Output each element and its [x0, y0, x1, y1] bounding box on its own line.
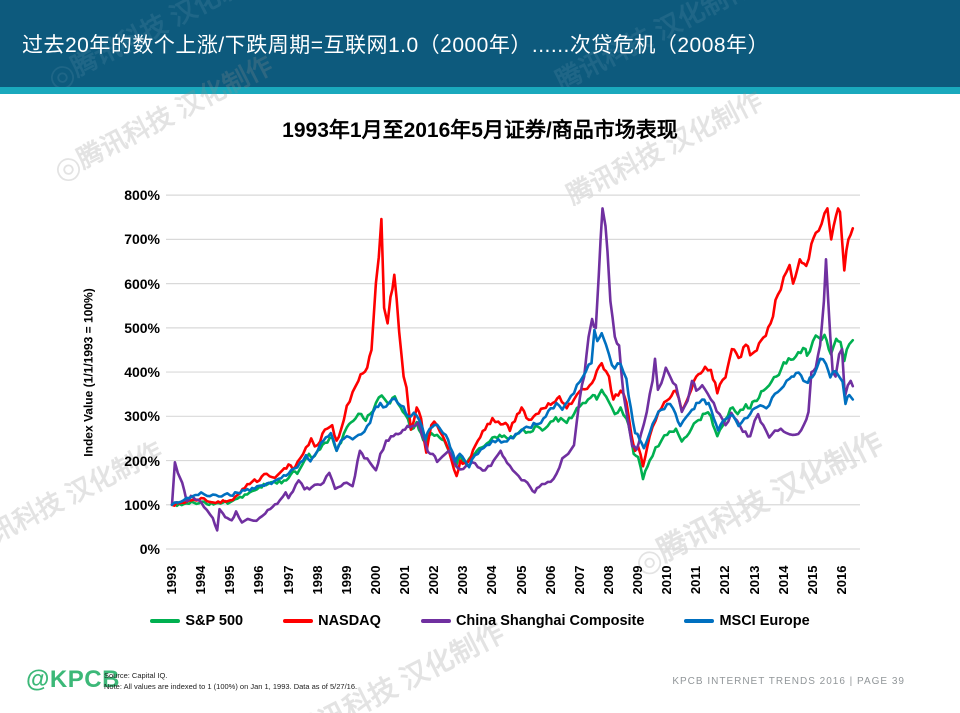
x-tick-label: 1999: [338, 565, 354, 595]
x-tick-label: 2009: [630, 565, 646, 595]
x-tick-label: 2001: [397, 565, 413, 595]
kpcb-logo: @KPCB: [26, 666, 120, 693]
legend-color-dash: [684, 619, 715, 623]
slide-header-title: 过去20年的数个上涨/下跌周期=互联网1.0（2000年）......次贷危机（…: [22, 33, 770, 57]
legend-label: MSCI Europe: [719, 613, 810, 629]
x-tick-label: 2014: [775, 565, 791, 595]
y-tick-label: 500%: [124, 319, 160, 336]
y-tick-label: 400%: [124, 364, 160, 381]
header-bar: ◎腾讯科技 汉化制作 腾讯科技 汉化制作 过去20年的数个上涨/下跌周期=互联网…: [0, 0, 960, 97]
x-tick-label: 2005: [513, 565, 529, 595]
y-tick-label: 800%: [124, 187, 160, 204]
x-tick-label: 1998: [309, 565, 325, 595]
series-msci-europe: [170, 328, 855, 507]
x-tick-label: 2011: [688, 565, 704, 595]
chart-legend: S&P 500 NASDAQ China Shanghai Composite MSC…: [0, 613, 960, 629]
y-tick-label: 700%: [124, 231, 160, 248]
y-tick-label: 600%: [124, 275, 160, 292]
x-tick-label: 1994: [193, 565, 209, 595]
series-nasdaq: [170, 207, 855, 507]
chart-title: 1993年1月至2016年5月证券/商品市场表现: [282, 119, 678, 142]
header-accent-strip: [0, 87, 960, 94]
legend-color-dash: [420, 619, 451, 623]
y-tick-label: 200%: [124, 452, 160, 469]
x-tick-label: 2015: [804, 565, 820, 595]
legend-item-nasdaq: NASDAQ: [283, 613, 381, 629]
x-tick-label: 2006: [542, 565, 558, 595]
legend-item-china-shanghai-composite: China Shanghai Composite: [420, 613, 645, 629]
x-tick-label: 2010: [659, 565, 675, 595]
y-tick-label: 300%: [124, 408, 160, 425]
x-tick-label: 2012: [717, 565, 733, 595]
legend-item-msci-europe: MSCI Europe: [684, 613, 810, 629]
x-tick-label: 2003: [455, 565, 471, 595]
note-line: Note: All values are indexed to 1 (100%)…: [104, 682, 358, 692]
x-tick-label: 1996: [251, 565, 267, 595]
x-tick-label: 2002: [426, 565, 442, 595]
x-tick-label: 1997: [280, 565, 296, 595]
x-tick-label: 2000: [367, 565, 383, 595]
source-note: Source: Capital IQ. Note: All values are…: [104, 670, 357, 693]
x-tick-label: 2016: [833, 565, 849, 595]
legend-label: S&P 500: [185, 613, 244, 629]
legend-label: NASDAQ: [318, 613, 381, 629]
source-line: Source: Capital IQ.: [104, 671, 168, 680]
footer-page-info: KPCB INTERNET TRENDS 2016 | PAGE 39: [672, 676, 905, 687]
x-tick-label: 2007: [571, 565, 587, 595]
legend-color-dash: [150, 619, 181, 623]
legend-color-dash: [283, 619, 314, 623]
y-tick-label: 100%: [124, 496, 160, 513]
x-tick-label: 2004: [484, 565, 500, 595]
x-tick-label: 2008: [600, 565, 616, 595]
x-tick-label: 1993: [164, 565, 179, 595]
y-tick-label: 0%: [139, 541, 160, 557]
x-tick-label: 1995: [222, 565, 238, 595]
x-tick-label: 2013: [746, 565, 762, 595]
legend-item-s-p-500: S&P 500: [150, 613, 243, 629]
legend-label: China Shanghai Composite: [455, 613, 645, 629]
